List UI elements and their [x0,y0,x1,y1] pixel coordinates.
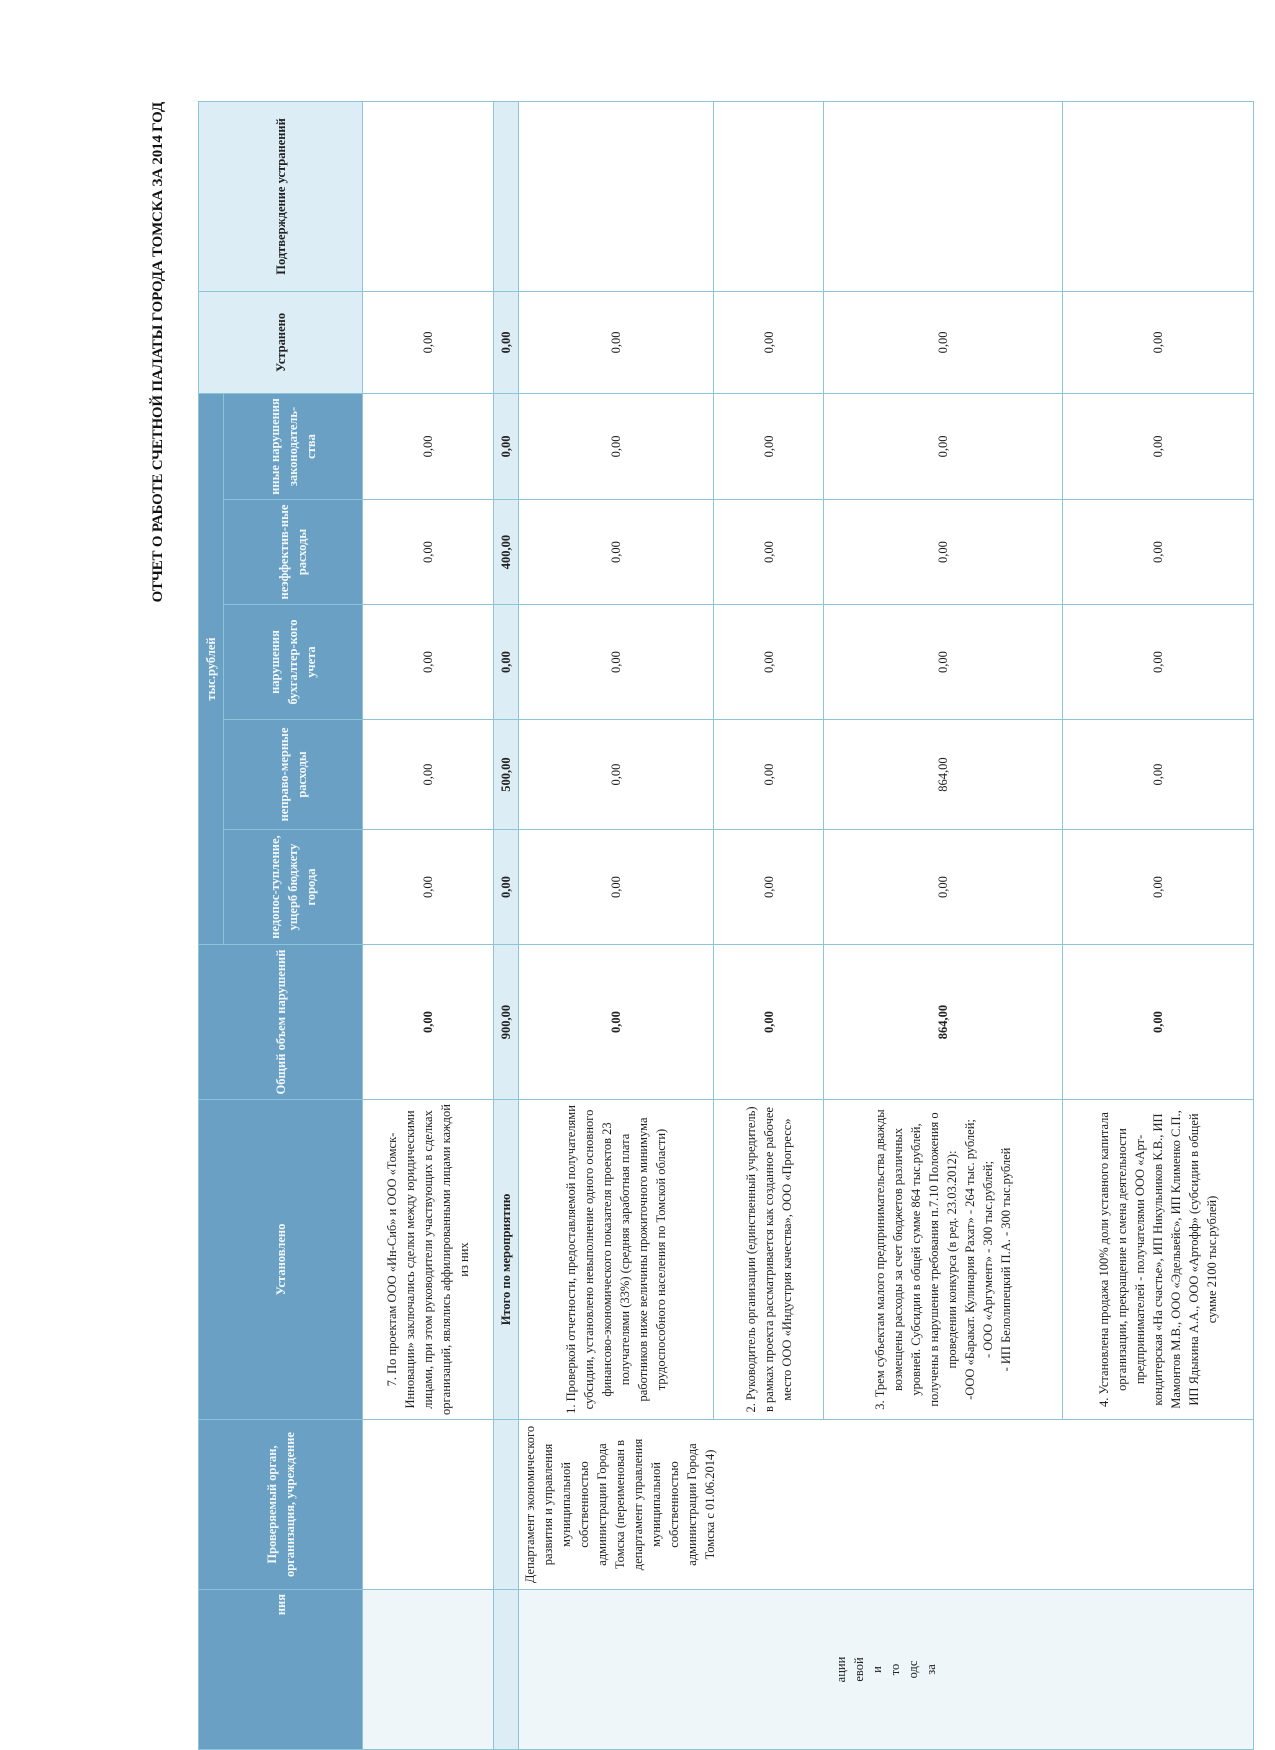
found-cell: 2. Руководитель организации (единственны… [713,1099,824,1420]
total-value: 0,00 [362,944,494,1100]
total-value: 0,00 [518,944,714,1100]
page-title: ОТЧЕТ О РАБОТЕ СЧЕТНОЙ ПАЛАТЫ ГОРОДА ТОМ… [150,102,166,603]
fixed-value: 0,00 [1062,291,1254,394]
other-value: 0,00 [823,393,1063,500]
header-unit: тыс.рублей [198,393,224,945]
event-cell [362,1589,494,1750]
org-cell [493,1419,519,1590]
other-value: 0,00 [493,393,519,500]
found-cell: 4. Установлена продажа 100% доли уставно… [1062,1099,1254,1420]
unlawful-value: 0,00 [362,719,494,830]
header-total: Общий объем нарушений [198,944,363,1100]
shortfall-value: 0,00 [518,829,714,945]
inefficient-value: 0,00 [518,499,714,605]
violations-table: ния Проверяемый орган, организация, учре… [198,101,1254,1750]
header-unlawful: неправо-мерные расходы [223,719,363,830]
header-found: Установлено [198,1099,363,1420]
shortfall-value: 0,00 [362,829,494,945]
fixed-value: 0,00 [493,291,519,394]
unlawful-value: 864,00 [823,719,1063,830]
confirm-cell [823,101,1063,292]
total-value: 0,00 [713,944,824,1100]
event-cell: ации евой и то одс за [518,1589,1254,1750]
other-value: 0,00 [1062,393,1254,500]
found-cell: 1. Проверкой отчетности, предоставляемой… [518,1099,714,1420]
header-org: Проверяемый орган, организация, учрежден… [198,1419,363,1590]
shortfall-value: 0,00 [713,829,824,945]
unlawful-value: 0,00 [518,719,714,830]
confirm-cell [518,101,714,292]
other-value: 0,00 [362,393,494,500]
inefficient-value: 0,00 [713,499,824,605]
unlawful-value: 500,00 [493,719,519,830]
total-value: 0,00 [1062,944,1254,1100]
found-cell: 3. Трем субъектам малого предприниматель… [823,1099,1063,1420]
other-value: 0,00 [518,393,714,500]
org-cell [362,1419,494,1590]
header-inefficient: неэффектив-ные расходы [223,499,363,605]
event-cell [493,1589,519,1750]
inefficient-value: 0,00 [362,499,494,605]
shortfall-value: 0,00 [493,829,519,945]
confirm-cell [362,101,494,292]
inefficient-value: 0,00 [823,499,1063,605]
fixed-value: 0,00 [713,291,824,394]
header-shortfall: недопос-тупление, ущерб бюджету города [223,829,363,945]
unlawful-value: 0,00 [1062,719,1254,830]
accounting-value: 0,00 [823,604,1063,720]
total-value: 864,00 [823,944,1063,1100]
accounting-value: 0,00 [362,604,494,720]
accounting-value: 0,00 [713,604,824,720]
accounting-value: 0,00 [518,604,714,720]
fixed-value: 0,00 [823,291,1063,394]
header-fixed: Устранено [198,291,363,394]
confirm-cell [1062,101,1254,292]
other-value: 0,00 [713,393,824,500]
found-line: -ООО «Баракат. Кулинария Рахат» - 264 ты… [963,1119,977,1400]
org-cell: Департамент экономического развития и уп… [518,1419,1254,1590]
found-line: 3. Трем субъектам малого предприниматель… [873,1109,959,1410]
confirm-cell [493,101,519,292]
table-row: ации евой и то одс за Департамент эконом… [518,101,1254,1750]
unlawful-value: 0,00 [713,719,824,830]
header-accounting: нарушения бухгалтер-кого учета [223,604,363,720]
inefficient-value: 400,00 [493,499,519,605]
total-label: Итого по мероприятию [493,1099,519,1420]
total-row: Итого по мероприятию 900,00 0,00 500,00 … [493,101,519,1750]
shortfall-value: 0,00 [1062,829,1254,945]
header-confirm: Подтверждение устранений [198,101,363,292]
found-cell: 7. По проектам ООО «Ин-Сиб» и ООО «Томск… [362,1099,494,1420]
accounting-value: 0,00 [1062,604,1254,720]
total-value: 900,00 [493,944,519,1100]
found-line: - ООО «Аргумент» - 300 тыс.рублей; [981,1160,995,1359]
table-row: 7. По проектам ООО «Ин-Сиб» и ООО «Томск… [362,101,494,1750]
header-event: ния [198,1589,363,1750]
fixed-value: 0,00 [362,291,494,394]
shortfall-value: 0,00 [823,829,1063,945]
found-line: - ИП Белолипецкий П.А. - 300 тыс.рублей [999,1147,1013,1372]
report-page: ОТЧЕТ О РАБОТЕ СЧЕТНОЙ ПАЛАТЫ ГОРОДА ТОМ… [150,101,1254,1750]
confirm-cell [713,101,824,292]
accounting-value: 0,00 [493,604,519,720]
inefficient-value: 0,00 [1062,499,1254,605]
fixed-value: 0,00 [518,291,714,394]
header-other: иные нарушения законодатель-ства [223,393,363,500]
